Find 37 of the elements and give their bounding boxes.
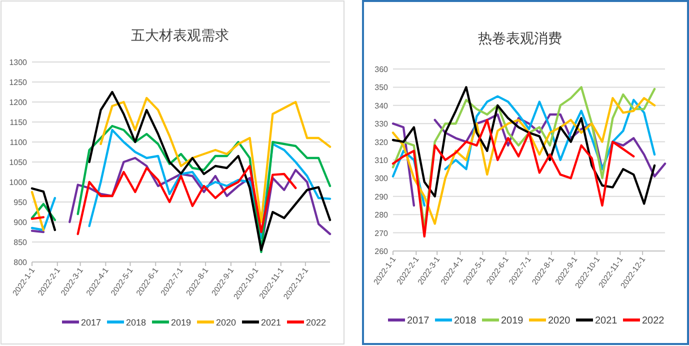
- legend-label: 2020: [216, 318, 236, 328]
- y-tick-label: 340: [374, 101, 389, 110]
- legend-label: 2022: [306, 318, 326, 328]
- y-tick-label: 290: [374, 192, 389, 202]
- legend-label: 2021: [595, 316, 618, 326]
- legend-label: 2017: [407, 316, 430, 326]
- y-tick-label: 900: [14, 218, 28, 227]
- y-tick-label: 280: [374, 210, 389, 220]
- y-tick-label: 1300: [9, 58, 28, 67]
- y-tick-label: 270: [374, 228, 389, 238]
- legend-label: 2022: [642, 316, 665, 326]
- line-series: [392, 118, 635, 238]
- chart-title: 热卷表观消费: [478, 30, 562, 46]
- y-tick-label: 300: [374, 174, 389, 184]
- y-tick-label: 260: [374, 247, 389, 256]
- y-tick-label: 850: [14, 238, 28, 247]
- chart-title: 五大材表观需求: [131, 27, 229, 43]
- legend-label: 2020: [548, 316, 571, 326]
- y-tick-label: 800: [14, 258, 28, 267]
- y-tick-label: 1200: [9, 98, 28, 107]
- legend-label: 2018: [454, 316, 477, 326]
- y-tick-label: 360: [374, 65, 389, 74]
- legend-label: 2019: [171, 318, 192, 328]
- y-tick-label: 320: [374, 138, 389, 147]
- y-tick-label: 1250: [9, 78, 28, 87]
- y-tick-label: 950: [14, 198, 28, 207]
- y-tick-label: 350: [374, 83, 389, 92]
- legend-label: 2018: [126, 318, 146, 328]
- y-tick-label: 330: [374, 120, 389, 129]
- y-tick-label: 1050: [9, 158, 28, 167]
- y-tick-label: 310: [374, 156, 389, 165]
- y-tick-label: 1100: [10, 138, 28, 147]
- y-tick-label: 1000: [9, 178, 28, 187]
- legend-label: 2019: [501, 316, 524, 326]
- y-tick-label: 1150: [10, 118, 28, 127]
- legend-label: 2017: [81, 318, 102, 328]
- legend-label: 2021: [261, 318, 282, 328]
